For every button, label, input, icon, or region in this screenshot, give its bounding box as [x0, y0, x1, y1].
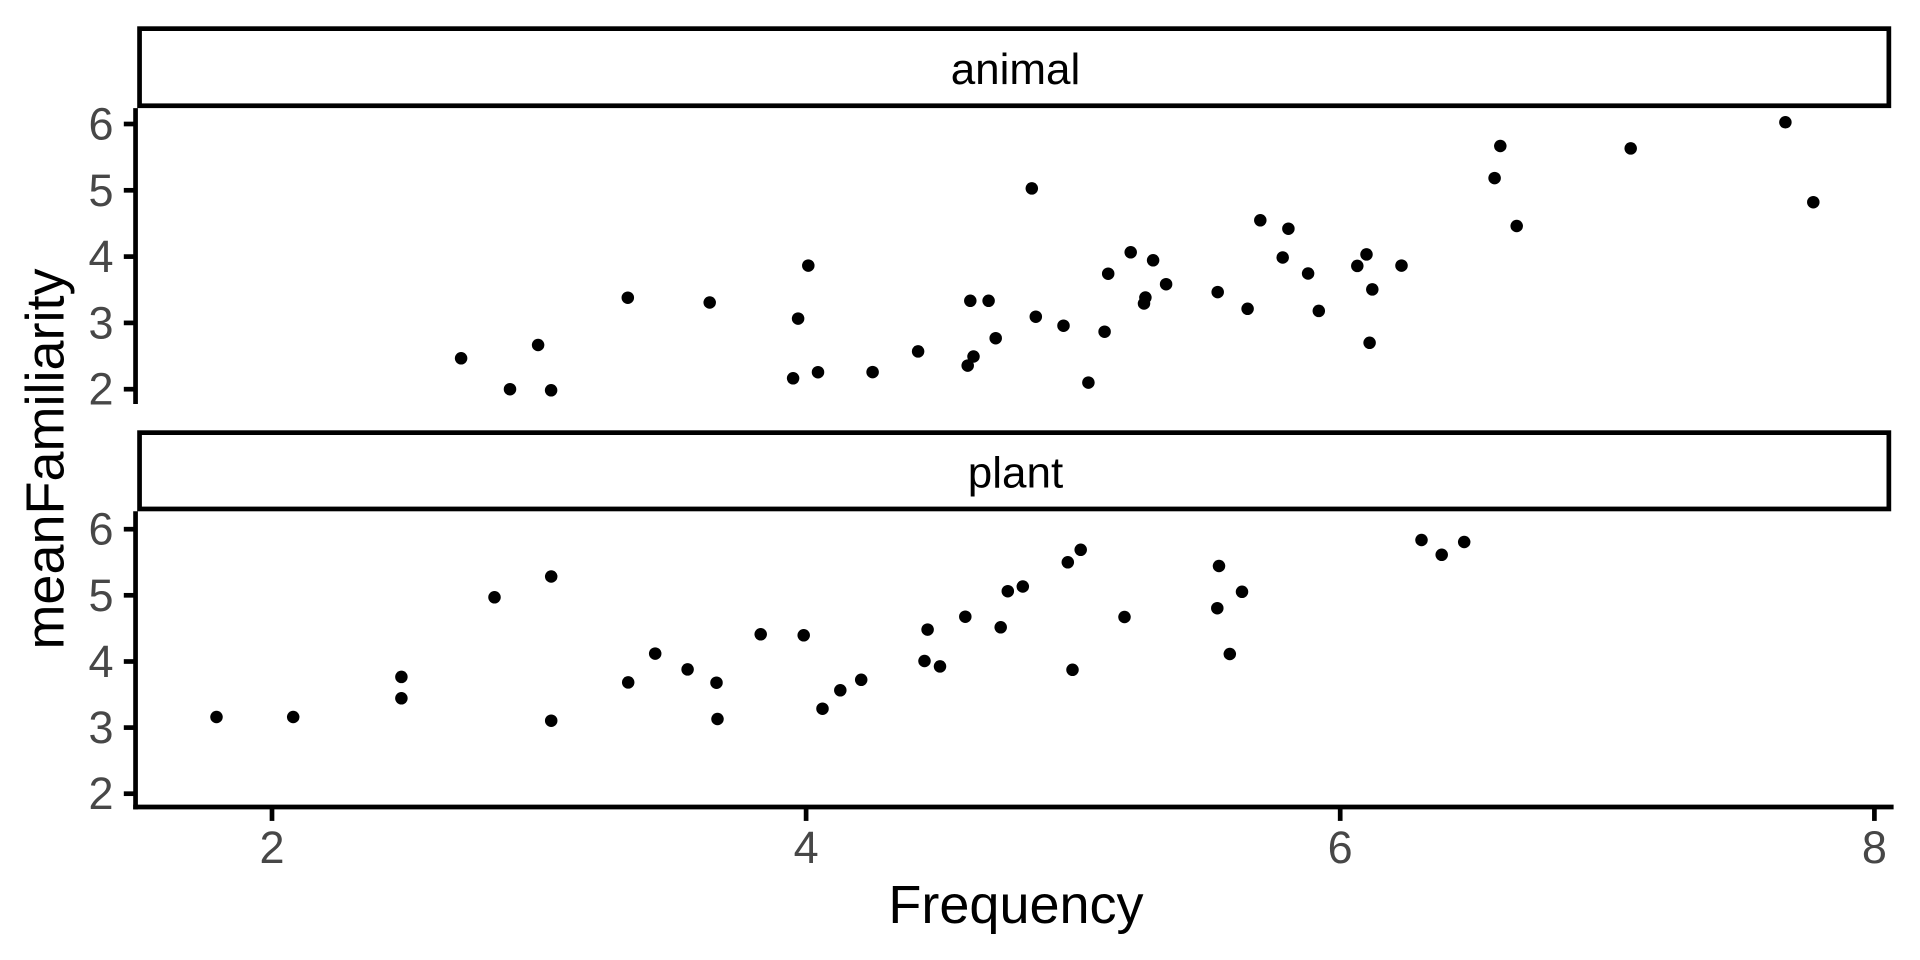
- svg-text:8: 8: [1862, 822, 1887, 873]
- svg-text:5: 5: [88, 570, 113, 621]
- svg-text:4: 4: [88, 636, 113, 687]
- svg-text:2: 2: [88, 364, 113, 415]
- svg-text:3: 3: [88, 702, 113, 753]
- svg-text:animal: animal: [951, 45, 1081, 94]
- svg-text:2: 2: [88, 768, 113, 819]
- svg-text:2: 2: [259, 822, 284, 873]
- svg-text:Frequency: Frequency: [888, 875, 1143, 935]
- svg-text:4: 4: [88, 231, 113, 282]
- svg-text:5: 5: [88, 165, 113, 216]
- svg-text:plant: plant: [968, 449, 1063, 498]
- svg-text:6: 6: [1328, 822, 1353, 873]
- svg-text:3: 3: [88, 297, 113, 348]
- svg-text:6: 6: [88, 504, 113, 555]
- svg-text:4: 4: [794, 822, 819, 873]
- svg-text:meanFamiliarity: meanFamiliarity: [16, 268, 76, 649]
- svg-text:6: 6: [88, 99, 113, 150]
